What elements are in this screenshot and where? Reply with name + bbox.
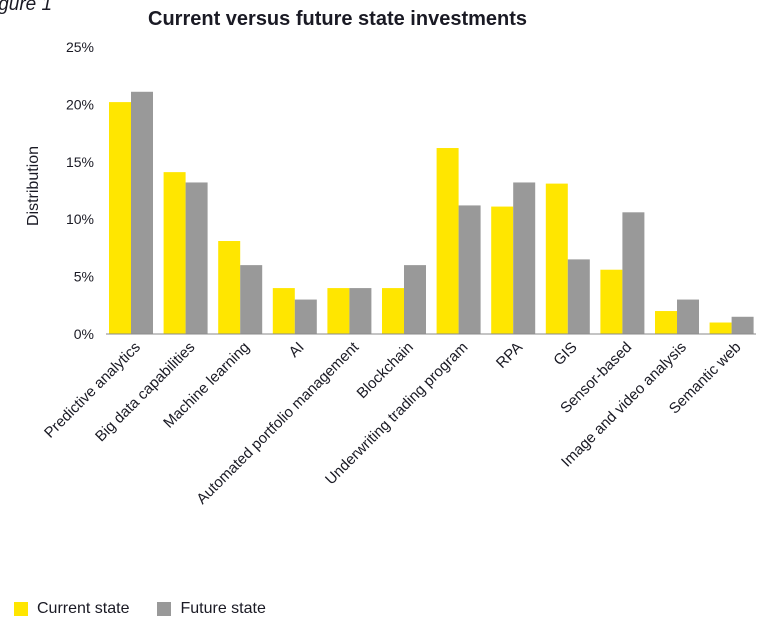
bar-current-state bbox=[491, 206, 514, 334]
bar-future-state bbox=[567, 259, 590, 334]
bars bbox=[109, 91, 754, 334]
legend-swatch-future bbox=[157, 602, 172, 616]
bar-current-state bbox=[709, 322, 732, 334]
bar-current-state bbox=[545, 183, 568, 334]
bar-current-state bbox=[382, 288, 404, 334]
bar-future-state bbox=[513, 182, 536, 334]
bar-future-state bbox=[622, 212, 645, 334]
bar-future-state bbox=[240, 265, 263, 334]
bar-current-state bbox=[109, 102, 131, 334]
y-tick-label: 5% bbox=[74, 269, 94, 285]
bar-future-state bbox=[404, 265, 426, 334]
legend-label-current: Current state bbox=[37, 600, 130, 617]
bar-current-state bbox=[600, 269, 623, 334]
legend: Current state Future state bbox=[14, 600, 294, 618]
bar-current-state bbox=[272, 288, 295, 334]
y-axis-ticks: 0% 5% 10% 15% 20% 25% bbox=[66, 39, 94, 342]
bar-future-state bbox=[349, 288, 372, 334]
x-tick-label: Predictive analytics bbox=[41, 339, 144, 442]
bar-chart: Distribution 0% 5% 10% 15% 20% 25% Predictive… bbox=[25, 39, 756, 508]
y-axis-label: Distribution bbox=[25, 146, 42, 226]
legend-item-current: Current state bbox=[14, 600, 129, 618]
x-tick-label: Big data capabilities bbox=[92, 339, 198, 445]
figure-label: igure 1 bbox=[0, 0, 53, 15]
bar-future-state bbox=[458, 205, 481, 334]
bar-current-state bbox=[327, 288, 350, 334]
bar-future-state bbox=[294, 299, 317, 334]
legend-swatch-current bbox=[14, 602, 28, 616]
bar-current-state bbox=[436, 148, 459, 334]
bar-current-state bbox=[655, 311, 677, 334]
bar-future-state bbox=[131, 91, 153, 334]
x-tick-label: GIS bbox=[550, 339, 580, 369]
x-tick-label: RPA bbox=[493, 339, 526, 372]
bar-current-state bbox=[218, 241, 241, 334]
legend-item-future: Future state bbox=[157, 600, 266, 618]
y-tick-label: 15% bbox=[66, 154, 94, 170]
y-tick-label: 25% bbox=[66, 39, 94, 55]
bar-future-state bbox=[731, 316, 754, 334]
chart-title: Current versus future state investments bbox=[148, 8, 528, 30]
y-tick-label: 20% bbox=[66, 96, 94, 112]
bar-future-state bbox=[185, 182, 208, 334]
y-tick-label: 0% bbox=[74, 326, 94, 342]
y-tick-label: 10% bbox=[66, 211, 94, 227]
x-tick-label: AI bbox=[286, 339, 308, 361]
legend-label-future: Future state bbox=[180, 600, 266, 617]
bar-future-state bbox=[677, 299, 699, 334]
bar-current-state bbox=[163, 172, 186, 334]
